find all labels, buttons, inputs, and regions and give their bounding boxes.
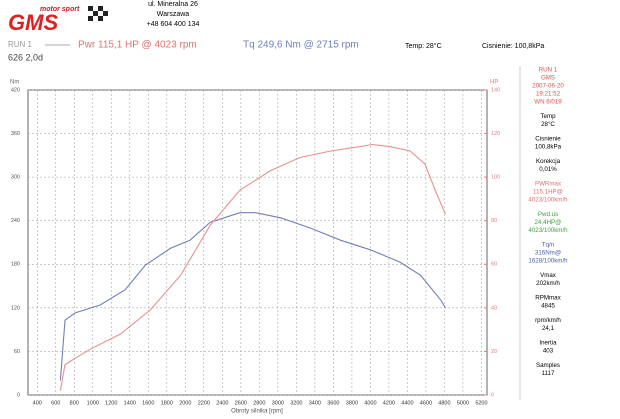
plot-frame bbox=[27, 89, 488, 396]
y2-tick-label: 20 bbox=[491, 349, 497, 355]
panel-text: 4845 bbox=[541, 303, 555, 310]
y-tick-label: 240 bbox=[11, 218, 20, 224]
panel-text: 100,8kPa bbox=[535, 144, 562, 151]
y2-axis-label: HP bbox=[490, 80, 498, 86]
panel-text: 403 bbox=[543, 348, 554, 355]
x-tick-label: 600 bbox=[51, 400, 60, 406]
x-tick-label: 5200 bbox=[475, 400, 487, 406]
y2-tick-label: 100 bbox=[491, 175, 500, 181]
logo: motor sport GMS bbox=[8, 6, 108, 35]
pressure-summary: Cisnienie: 100,8kPa bbox=[482, 43, 544, 50]
y-tick-label: 0 bbox=[17, 392, 20, 398]
power-summary: Pwr 115,1 HP @ 4023 rpm bbox=[78, 40, 197, 51]
brand: GMS bbox=[8, 10, 58, 35]
y2-tick-label: 120 bbox=[491, 131, 500, 137]
y2-tick-label: 60 bbox=[491, 262, 497, 268]
panel-text: 28°C bbox=[541, 121, 555, 128]
panel-text: Korekcja bbox=[536, 158, 561, 165]
address-line: Warszawa bbox=[157, 11, 190, 18]
x-tick-label: 4400 bbox=[401, 400, 413, 406]
temp-summary: Temp: 28°C bbox=[405, 42, 442, 50]
run-label: RUN 1 bbox=[8, 40, 33, 49]
y-tick-label: 360 bbox=[11, 131, 20, 137]
panel-text: 0,01% bbox=[539, 166, 557, 173]
x-tick-label: 4800 bbox=[438, 400, 450, 406]
series-line bbox=[59, 212, 446, 381]
panel-text: 24,1 bbox=[542, 325, 555, 332]
x-tick-label: 1200 bbox=[105, 400, 117, 406]
panel-text: Cisnienie bbox=[535, 136, 561, 143]
vehicle: 626 2,0d bbox=[8, 52, 43, 62]
x-tick-label: 400 bbox=[33, 400, 42, 406]
torque-summary: Tq 249,6 Nm @ 2715 rpm bbox=[243, 40, 359, 51]
panel-text: 24,4HP@ bbox=[535, 219, 562, 226]
panel-text: RPMmax bbox=[535, 295, 561, 302]
y-tick-label: 180 bbox=[11, 262, 20, 268]
x-tick-label: 1600 bbox=[142, 400, 154, 406]
x-tick-label: 2000 bbox=[179, 400, 191, 406]
panel-text: Tq/n bbox=[542, 242, 555, 249]
panel-text: GMS bbox=[541, 75, 555, 82]
x-tick-label: 4200 bbox=[383, 400, 395, 406]
address-line: +48 604 400 134 bbox=[147, 21, 200, 28]
x-tick-label: 4000 bbox=[364, 400, 376, 406]
panel-text: 316Nm@ bbox=[535, 250, 561, 257]
x-tick-label: 1800 bbox=[161, 400, 173, 406]
x-tick-label: 2800 bbox=[253, 400, 265, 406]
x-tick-label: 1400 bbox=[124, 400, 136, 406]
y2-tick-label: 80 bbox=[491, 218, 497, 224]
x-tick-label: 2200 bbox=[198, 400, 210, 406]
y2-tick-label: 40 bbox=[491, 305, 497, 311]
panel-text: WN 6/019 bbox=[534, 99, 562, 106]
panel-text: 19:21:52 bbox=[536, 91, 561, 98]
panel-text: Pwd.us bbox=[538, 211, 558, 218]
panel-text: 4023/100km/h bbox=[528, 227, 568, 234]
y2-tick-label: 140 bbox=[491, 87, 500, 93]
panel-text: Vmax bbox=[540, 272, 557, 279]
series-line bbox=[59, 143, 446, 391]
panel-text: PWRmax bbox=[535, 181, 562, 188]
flag bbox=[88, 6, 108, 21]
y-axis-label: Nm bbox=[10, 80, 19, 86]
x-axis-label: Obroty silnika [rpm] bbox=[231, 409, 283, 415]
panel-text: Samples bbox=[536, 362, 560, 369]
x-tick-label: 5000 bbox=[457, 400, 469, 406]
x-tick-label: 3000 bbox=[272, 400, 284, 406]
x-tick-label: 1000 bbox=[87, 400, 99, 406]
address-line: ul. Mineralna 26 bbox=[148, 1, 198, 8]
panel-text: 4023/100km/h bbox=[528, 197, 568, 204]
panel-text: rpm/km/h bbox=[535, 317, 561, 324]
y-tick-label: 300 bbox=[11, 175, 20, 181]
x-tick-label: 3400 bbox=[309, 400, 321, 406]
x-tick-label: 2400 bbox=[216, 400, 228, 406]
y-tick-label: 420 bbox=[11, 87, 20, 93]
panel-text: 2007-06-20 bbox=[532, 83, 564, 90]
y-tick-label: 60 bbox=[14, 349, 20, 355]
brand-small: motor sport bbox=[40, 6, 80, 13]
panel-text: 115,1HP@ bbox=[533, 189, 563, 196]
y-tick-label: 120 bbox=[11, 305, 20, 311]
panel-text: Inertia bbox=[539, 340, 557, 347]
x-tick-label: 2600 bbox=[235, 400, 247, 406]
panel-text: Temp bbox=[540, 113, 556, 120]
panel-text: 1628/100km/h bbox=[528, 258, 568, 265]
y2-tick-label: 0 bbox=[491, 392, 494, 398]
panel-text: 202km/h bbox=[536, 280, 560, 287]
x-tick-label: 3800 bbox=[346, 400, 358, 406]
panel-text: 1117 bbox=[542, 370, 555, 377]
x-tick-label: 800 bbox=[70, 400, 79, 406]
panel-text: RUN 1 bbox=[539, 67, 558, 74]
x-tick-label: 4600 bbox=[420, 400, 432, 406]
x-tick-label: 3600 bbox=[327, 400, 339, 406]
x-tick-label: 3200 bbox=[290, 400, 302, 406]
